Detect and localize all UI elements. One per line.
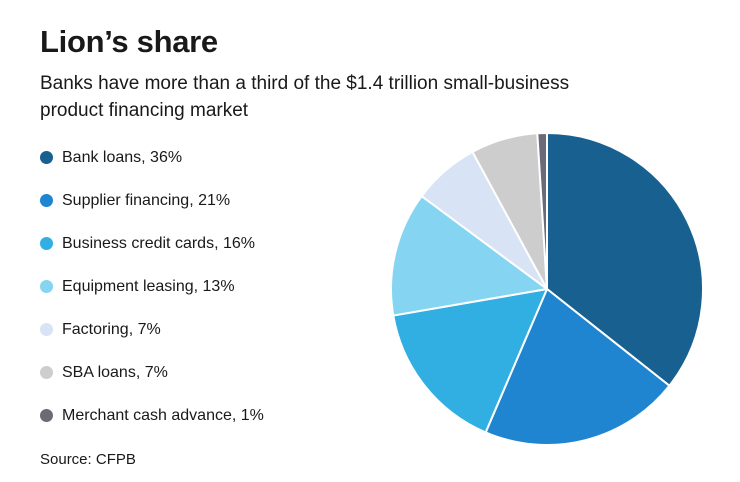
legend-item-supplier-financing: Supplier financing, 21% bbox=[40, 179, 264, 222]
legend-dot-factoring bbox=[40, 323, 53, 336]
pie-slice-equipment-leasing bbox=[390, 195, 548, 317]
legend-dot-bank-loans bbox=[40, 151, 53, 164]
chart-subtitle: Banks have more than a third of the $1.4… bbox=[40, 73, 570, 121]
legend-label: SBA loans, 7% bbox=[62, 363, 168, 381]
legend-label: Factoring, 7% bbox=[62, 320, 161, 338]
chart-title: Lion’s share bbox=[40, 24, 218, 59]
legend-item-bank-loans: Bank loans, 36% bbox=[40, 136, 264, 179]
pie-slice-supplier-financing bbox=[484, 288, 671, 446]
pie-slice-business-credit-cards bbox=[392, 288, 548, 434]
legend-label: Merchant cash advance, 1% bbox=[62, 406, 264, 424]
legend-label: Equipment leasing, 13% bbox=[62, 277, 235, 295]
legend-dot-sba-loans bbox=[40, 366, 53, 379]
legend-label: Business credit cards, 16% bbox=[62, 234, 255, 252]
legend-dot-equipment-leasing bbox=[40, 280, 53, 293]
legend-item-factoring: Factoring, 7% bbox=[40, 308, 264, 351]
legend-dot-supplier-financing bbox=[40, 194, 53, 207]
legend: Bank loans, 36% Supplier financing, 21% Bu… bbox=[40, 136, 264, 437]
legend-label: Bank loans, 36% bbox=[62, 148, 183, 166]
pie-slice-bank-loans bbox=[546, 132, 704, 387]
legend-item-equipment-leasing: Equipment leasing, 13% bbox=[40, 265, 264, 308]
legend-dot-business-credit-cards bbox=[40, 237, 53, 250]
legend-item-sba-loans: SBA loans, 7% bbox=[40, 351, 264, 394]
legend-item-merchant-cash-advance: Merchant cash advance, 1% bbox=[40, 394, 264, 437]
legend-dot-merchant-cash-advance bbox=[40, 409, 53, 422]
source-note: Source: CFPB bbox=[40, 451, 136, 468]
pie-chart bbox=[390, 131, 704, 446]
pie-slice-merchant-cash-advance bbox=[536, 131, 548, 290]
legend-label: Supplier financing, 21% bbox=[62, 191, 231, 209]
legend-item-business-credit-cards: Business credit cards, 16% bbox=[40, 222, 264, 265]
